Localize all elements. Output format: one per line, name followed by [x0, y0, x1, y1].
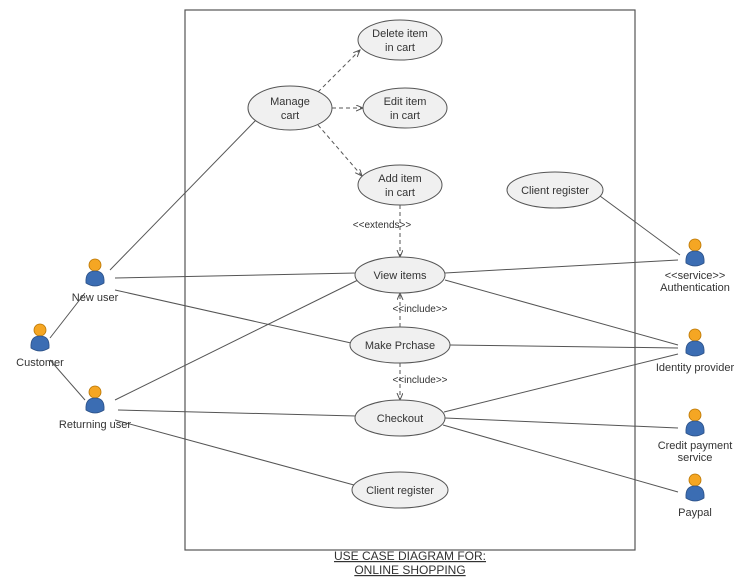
svg-text:Identity provider: Identity provider: [656, 362, 735, 374]
actor-returning: Returning user: [59, 386, 131, 431]
usecase-clientreg1: Client register: [507, 172, 603, 208]
svg-text:Customer: Customer: [16, 357, 64, 369]
dependency: [318, 50, 360, 92]
svg-text:Checkout: Checkout: [377, 413, 423, 425]
svg-text:Edit item: Edit item: [384, 96, 427, 108]
svg-text:Paypal: Paypal: [678, 507, 712, 519]
svg-text:<<extends>>: <<extends>>: [353, 220, 412, 231]
actor-credit: Credit paymentservice: [658, 409, 733, 464]
svg-text:in cart: in cart: [385, 42, 415, 54]
svg-text:Client register: Client register: [521, 185, 589, 197]
association: [110, 120, 256, 270]
association: [445, 418, 678, 428]
association: [600, 196, 680, 255]
association: [118, 410, 356, 416]
svg-text:Client register: Client register: [366, 485, 434, 497]
svg-text:<<service>>: <<service>>: [665, 270, 726, 282]
svg-text:Manage: Manage: [270, 96, 310, 108]
usecase-delete: Delete item in cart: [358, 20, 442, 60]
actor-auth: <<service>>Authentication: [660, 239, 730, 294]
actor-identity: Identity provider: [656, 329, 735, 374]
association: [115, 420, 354, 485]
actor-customer: Customer: [16, 324, 64, 369]
actor-paypal: Paypal: [678, 474, 712, 519]
svg-text:cart: cart: [281, 110, 299, 122]
svg-text:<<include>>: <<include>>: [392, 375, 447, 386]
usecase-checkout: Checkout: [355, 400, 445, 436]
usecase-edit: Edit item in cart: [363, 88, 447, 128]
svg-text:service: service: [678, 452, 713, 464]
association: [445, 260, 678, 273]
svg-text:in cart: in cart: [390, 110, 420, 122]
association: [450, 345, 678, 348]
use-case-diagram: <<extends>> <<include>> <<include>> Manage c…: [0, 0, 740, 580]
svg-text:Authentication: Authentication: [660, 282, 730, 294]
usecase-add: Add item in cart: [358, 165, 442, 205]
svg-text:Returning user: Returning user: [59, 419, 131, 431]
svg-text:<<include>>: <<include>>: [392, 304, 447, 315]
svg-text:Delete item: Delete item: [372, 28, 428, 40]
svg-text:Credit payment: Credit payment: [658, 440, 733, 452]
dependency: [318, 125, 362, 176]
svg-text:USE CASE DIAGRAM FOR:: USE CASE DIAGRAM FOR:: [334, 549, 486, 563]
svg-text:New user: New user: [72, 292, 119, 304]
association: [115, 290, 351, 343]
svg-text:Add item: Add item: [378, 173, 421, 185]
usecase-view: View items: [355, 257, 445, 293]
association: [443, 425, 678, 492]
usecase-manage: Manage cart: [248, 86, 332, 130]
svg-text:View items: View items: [374, 270, 427, 282]
association: [115, 273, 356, 278]
svg-text:in cart: in cart: [385, 187, 415, 199]
usecase-make: Make Prchase: [350, 327, 450, 363]
svg-text:ONLINE SHOPPING: ONLINE SHOPPING: [354, 563, 465, 577]
usecase-clientreg2: Client register: [352, 472, 448, 508]
association: [444, 354, 678, 412]
svg-text:Make Prchase: Make Prchase: [365, 340, 435, 352]
actor-newuser: New user: [72, 259, 119, 304]
association: [445, 280, 678, 345]
